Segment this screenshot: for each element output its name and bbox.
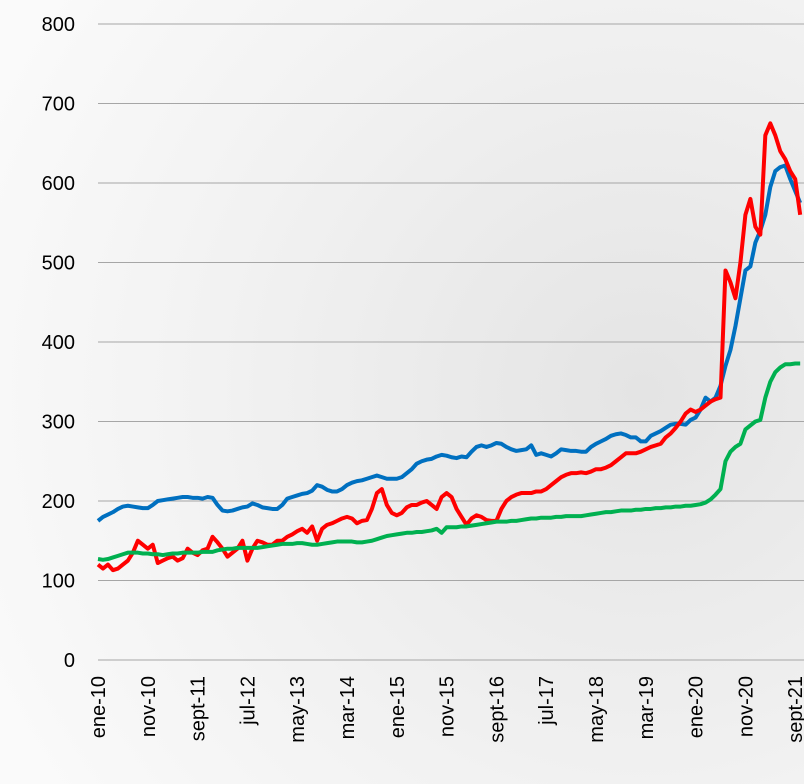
y-tick-label: 800: [42, 14, 75, 36]
x-tick-label: may-18: [586, 676, 608, 743]
x-tick-label: jul-12: [237, 676, 259, 726]
x-tick-label: ene-20: [686, 676, 708, 738]
x-tick-label: sept-11: [188, 676, 210, 741]
x-tick-label: may-13: [287, 676, 309, 743]
x-tick-label: sept-16: [486, 676, 508, 743]
x-tick-label: mar-14: [337, 676, 359, 739]
x-tick-label: nov-10: [138, 676, 160, 737]
chart: 0 100 200 300 400 500 600 700 800 ene-10 nov-10 sep…: [0, 0, 804, 784]
y-tick-label: 0: [64, 650, 75, 672]
y-tick-label: 300: [42, 412, 75, 434]
y-tick-label: 200: [42, 491, 75, 513]
page: {"chart_data": {"type": "line", "categor…: [0, 0, 804, 784]
y-tick-label: 500: [42, 253, 75, 275]
x-tick-label: ene-10: [88, 676, 110, 738]
x-tick-label: nov-20: [735, 676, 757, 737]
y-tick-label: 400: [42, 332, 75, 354]
x-tick-label: mar-19: [636, 676, 658, 739]
x-tick-label: ene-15: [387, 676, 409, 738]
x-tick-label: jul-17: [536, 676, 558, 726]
y-tick-label: 600: [42, 173, 75, 195]
y-tick-label: 700: [42, 94, 75, 116]
y-tick-label: 100: [42, 571, 75, 593]
background: [0, 0, 804, 784]
x-tick-label: sept-21: [785, 676, 804, 743]
x-tick-label: nov-15: [437, 676, 459, 737]
